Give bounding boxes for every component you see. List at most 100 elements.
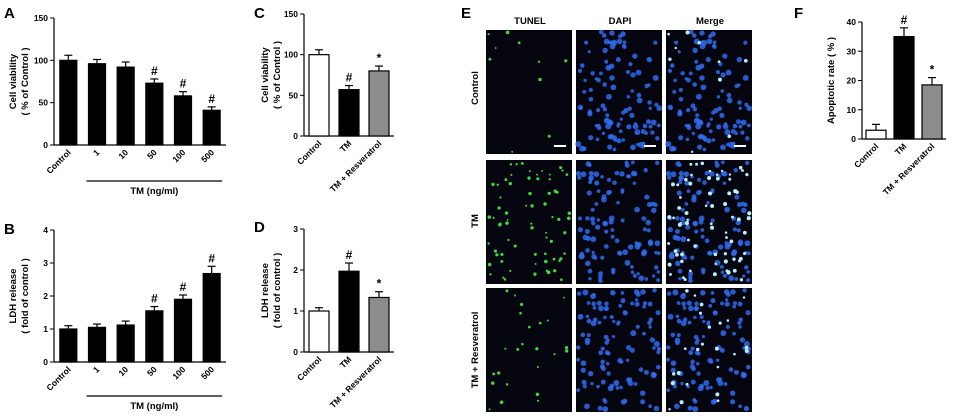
bar [173,298,193,363]
nucleus-dot [626,174,631,179]
nucleus-dot [602,406,609,412]
nucleus-dot [690,359,695,365]
nucleus-dot [577,175,582,180]
tunel-dot [743,252,747,256]
tunel-dot [489,273,492,276]
tunel-dot [520,161,524,165]
nucleus-dot [609,30,615,36]
bar [338,270,360,353]
nucleus-dot [585,340,590,346]
nucleus-dot [730,399,736,405]
micro-background [576,288,662,412]
nucleus-dot [688,305,694,312]
nucleus-dot [680,320,687,327]
bar [145,82,164,146]
tunel-dot [718,321,722,325]
nucleus-dot [737,240,744,247]
micro-panel-dapi-control [575,29,662,154]
bar [59,328,78,363]
nucleus-dot [624,259,631,266]
x-tick-label: 1 [91,364,102,375]
nucleus-dot [675,260,681,267]
nucleus-dot [712,40,717,45]
tunel-dot [487,262,492,267]
nucleus-dot [636,243,641,247]
y-axis-label: Cell viability [8,53,19,109]
nucleus-dot [666,345,671,350]
micro-row-label-tm-resveratrol: TM + Resveratrol [470,312,481,389]
nucleus-dot [620,31,626,37]
nucleus-dot [603,399,608,404]
nucleus-dot [605,123,612,130]
tunel-dot [725,236,728,239]
nucleus-dot [730,289,736,295]
y-axis-label: LDH release [260,263,271,318]
nucleus-dot [700,84,707,91]
nucleus-dot [605,64,612,71]
tunel-dot [563,231,567,235]
y-tick-label: 0 [293,347,298,357]
nucleus-dot [744,102,749,107]
microscopy-grid: TUNEL DAPI Merge Control TM TM + Resvera… [470,16,752,412]
group-label: TM (ng/ml) [130,401,178,412]
nucleus-dot [588,96,594,102]
nucleus-dot [697,134,703,140]
nucleus-dot [632,273,637,278]
nucleus-dot [588,276,592,281]
nucleus-dot [702,147,707,152]
y-tick-label: 2 [43,291,48,301]
tunel-dot [493,249,498,253]
tunel-dot [700,342,704,346]
nucleus-dot [638,367,644,372]
nucleus-dot [701,270,706,275]
nucleus-dot [648,325,652,329]
micro-panel-merge-tm [665,160,752,284]
nucleus-dot [624,162,630,168]
bar [921,84,943,140]
significance-marker: * [377,277,382,291]
nucleus-dot [622,310,627,314]
significance-marker: * [930,63,935,77]
nucleus-dot [578,216,583,221]
nucleus-dot [606,362,610,366]
nucleus-dot [656,364,661,370]
bar [87,326,107,363]
nucleus-dot [614,170,620,176]
tunel-dot [565,349,569,353]
panel-letter-a: A [4,5,15,22]
nucleus-dot [679,216,686,222]
tunel-dot [687,238,690,242]
nucleus-dot [666,388,671,392]
nucleus-dot [621,138,626,142]
nucleus-dot [648,106,652,111]
nucleus-dot [665,171,671,176]
nucleus-dot [706,122,711,127]
nucleus-dot [598,278,603,283]
tunel-dot [736,217,741,222]
tunel-dot [727,134,731,139]
tunel-dot [490,381,495,385]
nucleus-dot [703,380,710,386]
x-tick-label: Control [295,354,323,382]
nucleus-dot [616,138,622,144]
nucleus-dot [582,384,587,389]
nucleus-dot [678,135,684,141]
bar [87,63,107,146]
tunel-dot [707,325,711,329]
nucleus-dot [741,207,747,214]
micro-col-label-tunel: TUNEL [514,16,546,27]
nucleus-dot [597,320,602,325]
nucleus-dot [647,83,651,87]
nucleus-dot [604,59,609,64]
nucleus-dot [724,206,730,213]
nucleus-dot [695,123,702,130]
tunel-dot [715,173,719,176]
nucleus-dot [691,33,697,38]
nucleus-dot [588,180,593,185]
nucleus-dot [696,177,702,182]
tunel-dot [712,272,717,277]
nucleus-dot [598,305,604,312]
nucleus-dot [678,176,683,181]
nucleus-dot [674,403,680,410]
nucleus-dot [696,371,701,376]
